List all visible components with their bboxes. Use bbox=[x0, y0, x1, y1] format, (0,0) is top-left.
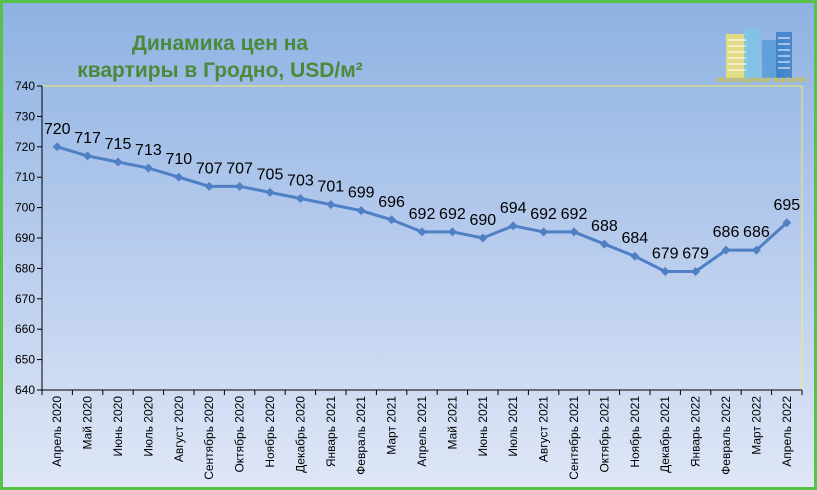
data-point bbox=[356, 206, 366, 216]
data-point bbox=[113, 157, 123, 167]
data-point bbox=[539, 227, 549, 237]
data-point bbox=[630, 251, 640, 261]
y-tick-label: 690 bbox=[15, 231, 35, 245]
x-tick-label: Октябрь 2021 bbox=[597, 396, 611, 473]
data-label: 705 bbox=[257, 166, 284, 183]
data-label: 684 bbox=[621, 230, 648, 247]
data-label: 717 bbox=[74, 130, 101, 147]
y-tick-label: 680 bbox=[15, 261, 35, 275]
data-point bbox=[235, 181, 245, 191]
y-tick-label: 640 bbox=[15, 383, 35, 397]
data-label: 720 bbox=[44, 121, 71, 138]
data-label: 699 bbox=[348, 185, 375, 202]
x-tick-label: Ноябрь 2021 bbox=[628, 396, 642, 468]
data-point bbox=[417, 227, 427, 237]
plot-area bbox=[41, 85, 803, 391]
data-point bbox=[204, 181, 214, 191]
x-tick-label: Декабрь 2021 bbox=[658, 396, 672, 473]
data-label: 703 bbox=[287, 172, 314, 189]
x-tick-label: Февраль 2021 bbox=[354, 396, 368, 475]
data-label: 696 bbox=[378, 194, 405, 211]
data-point bbox=[599, 239, 609, 249]
x-tick-label: Август 2020 bbox=[172, 396, 186, 462]
y-tick-label: 710 bbox=[15, 170, 35, 184]
chart-title: Динамика цен на квартиры в Гродно, USD/м… bbox=[60, 30, 380, 84]
x-tick-label: Май 2020 bbox=[81, 396, 95, 450]
x-tick-label: Январь 2022 bbox=[689, 396, 703, 467]
data-point bbox=[83, 151, 93, 161]
data-point bbox=[295, 193, 305, 203]
data-label: 707 bbox=[226, 160, 253, 177]
data-point bbox=[387, 215, 397, 225]
x-tick-label: Июль 2020 bbox=[141, 396, 155, 457]
data-point bbox=[174, 172, 184, 182]
data-point bbox=[447, 227, 457, 237]
data-label: 710 bbox=[165, 151, 192, 168]
data-point bbox=[660, 266, 670, 276]
data-point bbox=[508, 221, 518, 231]
x-tick-label: Март 2021 bbox=[385, 396, 399, 455]
y-tick-label: 670 bbox=[15, 292, 35, 306]
data-label: 713 bbox=[135, 142, 162, 159]
data-point bbox=[265, 187, 275, 197]
data-label: 690 bbox=[469, 212, 496, 229]
x-tick-label: Декабрь 2020 bbox=[293, 396, 307, 473]
x-tick-label: Апрель 2020 bbox=[50, 396, 64, 467]
data-label: 701 bbox=[317, 179, 344, 196]
x-tick-label: Апрель 2021 bbox=[415, 396, 429, 467]
data-point bbox=[782, 218, 792, 228]
building-logo-icon bbox=[726, 28, 792, 78]
data-label: 692 bbox=[561, 206, 588, 223]
data-point bbox=[691, 266, 701, 276]
y-tick-label: 730 bbox=[15, 109, 35, 123]
data-point bbox=[326, 200, 336, 210]
x-tick-label: Август 2021 bbox=[537, 396, 551, 462]
x-tick-label: Май 2021 bbox=[445, 396, 459, 450]
x-tick-label: Февраль 2022 bbox=[719, 396, 733, 475]
x-tick-label: Ноябрь 2020 bbox=[263, 396, 277, 468]
chart-title-line1: Динамика цен на bbox=[131, 32, 309, 55]
data-label: 695 bbox=[773, 197, 800, 214]
x-tick-label: Июнь 2021 bbox=[476, 396, 490, 457]
data-label: 692 bbox=[530, 206, 557, 223]
y-tick-label: 720 bbox=[15, 140, 35, 154]
data-point bbox=[751, 245, 761, 255]
data-label: 694 bbox=[500, 200, 527, 217]
data-point bbox=[721, 245, 731, 255]
data-label: 692 bbox=[409, 206, 436, 223]
x-tick-label: Март 2022 bbox=[749, 396, 763, 455]
y-tick-label: 700 bbox=[15, 201, 35, 215]
chart-title-line2: квартиры в Гродно, USD/м² bbox=[77, 59, 363, 82]
data-label: 715 bbox=[105, 136, 132, 153]
data-label: 692 bbox=[439, 206, 466, 223]
x-tick-label: Сентябрь 2021 bbox=[567, 396, 581, 480]
data-label: 686 bbox=[713, 224, 740, 241]
y-tick-label: 660 bbox=[15, 322, 35, 336]
data-label: 679 bbox=[682, 245, 709, 262]
y-tick-label: 740 bbox=[15, 79, 35, 93]
x-tick-label: Июнь 2020 bbox=[111, 396, 125, 457]
data-label: 688 bbox=[591, 218, 618, 235]
data-label: 686 bbox=[743, 224, 770, 241]
y-tick-label: 650 bbox=[15, 353, 35, 367]
x-tick-label: Апрель 2022 bbox=[780, 396, 794, 467]
data-label: 707 bbox=[196, 160, 223, 177]
data-point bbox=[478, 233, 488, 243]
x-tick-label: Сентябрь 2020 bbox=[202, 396, 216, 480]
logo-text: ЖИЛИЩНЫЙ БАЛАНС bbox=[716, 76, 808, 84]
x-tick-label: Июль 2021 bbox=[506, 396, 520, 457]
data-label: 679 bbox=[652, 245, 679, 262]
x-tick-label: Январь 2021 bbox=[324, 396, 338, 467]
x-tick-label: Октябрь 2020 bbox=[233, 396, 247, 473]
data-point bbox=[143, 163, 153, 173]
data-point bbox=[569, 227, 579, 237]
data-point bbox=[52, 142, 62, 152]
